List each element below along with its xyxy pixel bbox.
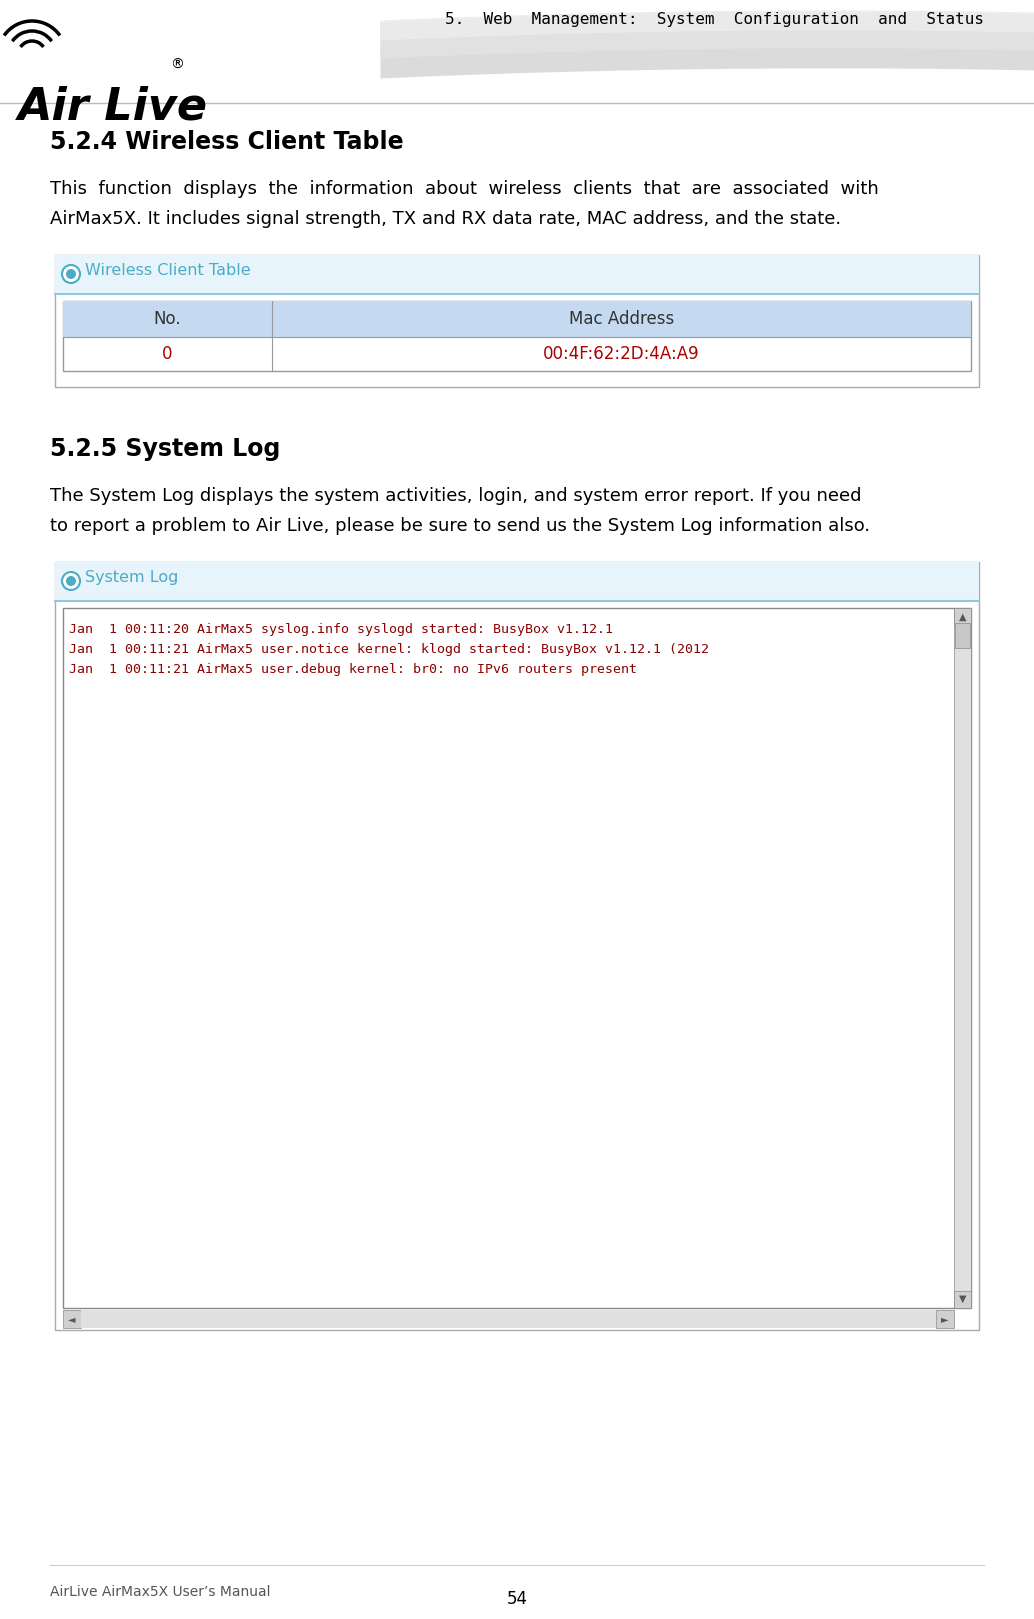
Text: System Log: System Log [85, 570, 179, 584]
Circle shape [62, 266, 80, 283]
Text: ◄: ◄ [68, 1315, 75, 1324]
Text: No.: No. [154, 309, 181, 329]
Text: AirLive AirMax5X User’s Manual: AirLive AirMax5X User’s Manual [50, 1585, 271, 1600]
Bar [63, 301, 971, 337]
Bar [954, 609, 971, 1308]
Text: ▼: ▼ [959, 1294, 966, 1303]
Bar [955, 623, 970, 648]
Bar [936, 1310, 954, 1328]
Text: 0: 0 [162, 345, 173, 363]
Text: to report a problem to Air Live, please be sure to send us the System Log inform: to report a problem to Air Live, please … [50, 516, 871, 534]
Text: ®: ® [170, 58, 184, 71]
Bar [954, 1290, 971, 1308]
Bar [63, 609, 971, 1308]
Bar [55, 256, 979, 387]
Bar [55, 256, 979, 293]
Text: 5.  Web  Management:  System  Configuration  and  Status: 5. Web Management: System Configuration … [445, 11, 984, 28]
Bar [954, 609, 971, 625]
Text: AirMax5X. It includes signal strength, TX and RX data rate, MAC address, and the: AirMax5X. It includes signal strength, T… [50, 210, 841, 228]
Bar [55, 562, 979, 1329]
Text: The System Log displays the system activities, login, and system error report. I: The System Log displays the system activ… [50, 487, 861, 505]
Text: Jan  1 00:11:21 AirMax5 user.debug kernel: br0: no IPv6 routers present: Jan 1 00:11:21 AirMax5 user.debug kernel… [69, 664, 637, 677]
Text: ▲: ▲ [959, 612, 966, 622]
Circle shape [66, 576, 77, 586]
Text: 5.2.4 Wireless Client Table: 5.2.4 Wireless Client Table [50, 130, 403, 154]
Text: Air Live: Air Live [18, 86, 208, 128]
Text: This  function  displays  the  information  about  wireless  clients  that  are : This function displays the information a… [50, 180, 879, 198]
Text: Jan  1 00:11:21 AirMax5 user.notice kernel: klogd started: BusyBox v1.12.1 (2012: Jan 1 00:11:21 AirMax5 user.notice kerne… [69, 643, 709, 656]
Text: Mac Address: Mac Address [569, 309, 674, 329]
Bar [63, 1310, 81, 1328]
Text: ►: ► [941, 1315, 949, 1324]
Text: Wireless Client Table: Wireless Client Table [85, 262, 250, 278]
Circle shape [66, 269, 77, 278]
Text: 00:4F:62:2D:4A:A9: 00:4F:62:2D:4A:A9 [543, 345, 700, 363]
Text: Jan  1 00:11:20 AirMax5 syslog.info syslogd started: BusyBox v1.12.1: Jan 1 00:11:20 AirMax5 syslog.info syslo… [69, 623, 613, 636]
Bar [63, 301, 971, 371]
Circle shape [62, 572, 80, 589]
Bar [81, 1310, 936, 1328]
Text: 5.2.5 System Log: 5.2.5 System Log [50, 437, 280, 461]
Text: 54: 54 [507, 1590, 527, 1608]
Bar [55, 562, 979, 601]
